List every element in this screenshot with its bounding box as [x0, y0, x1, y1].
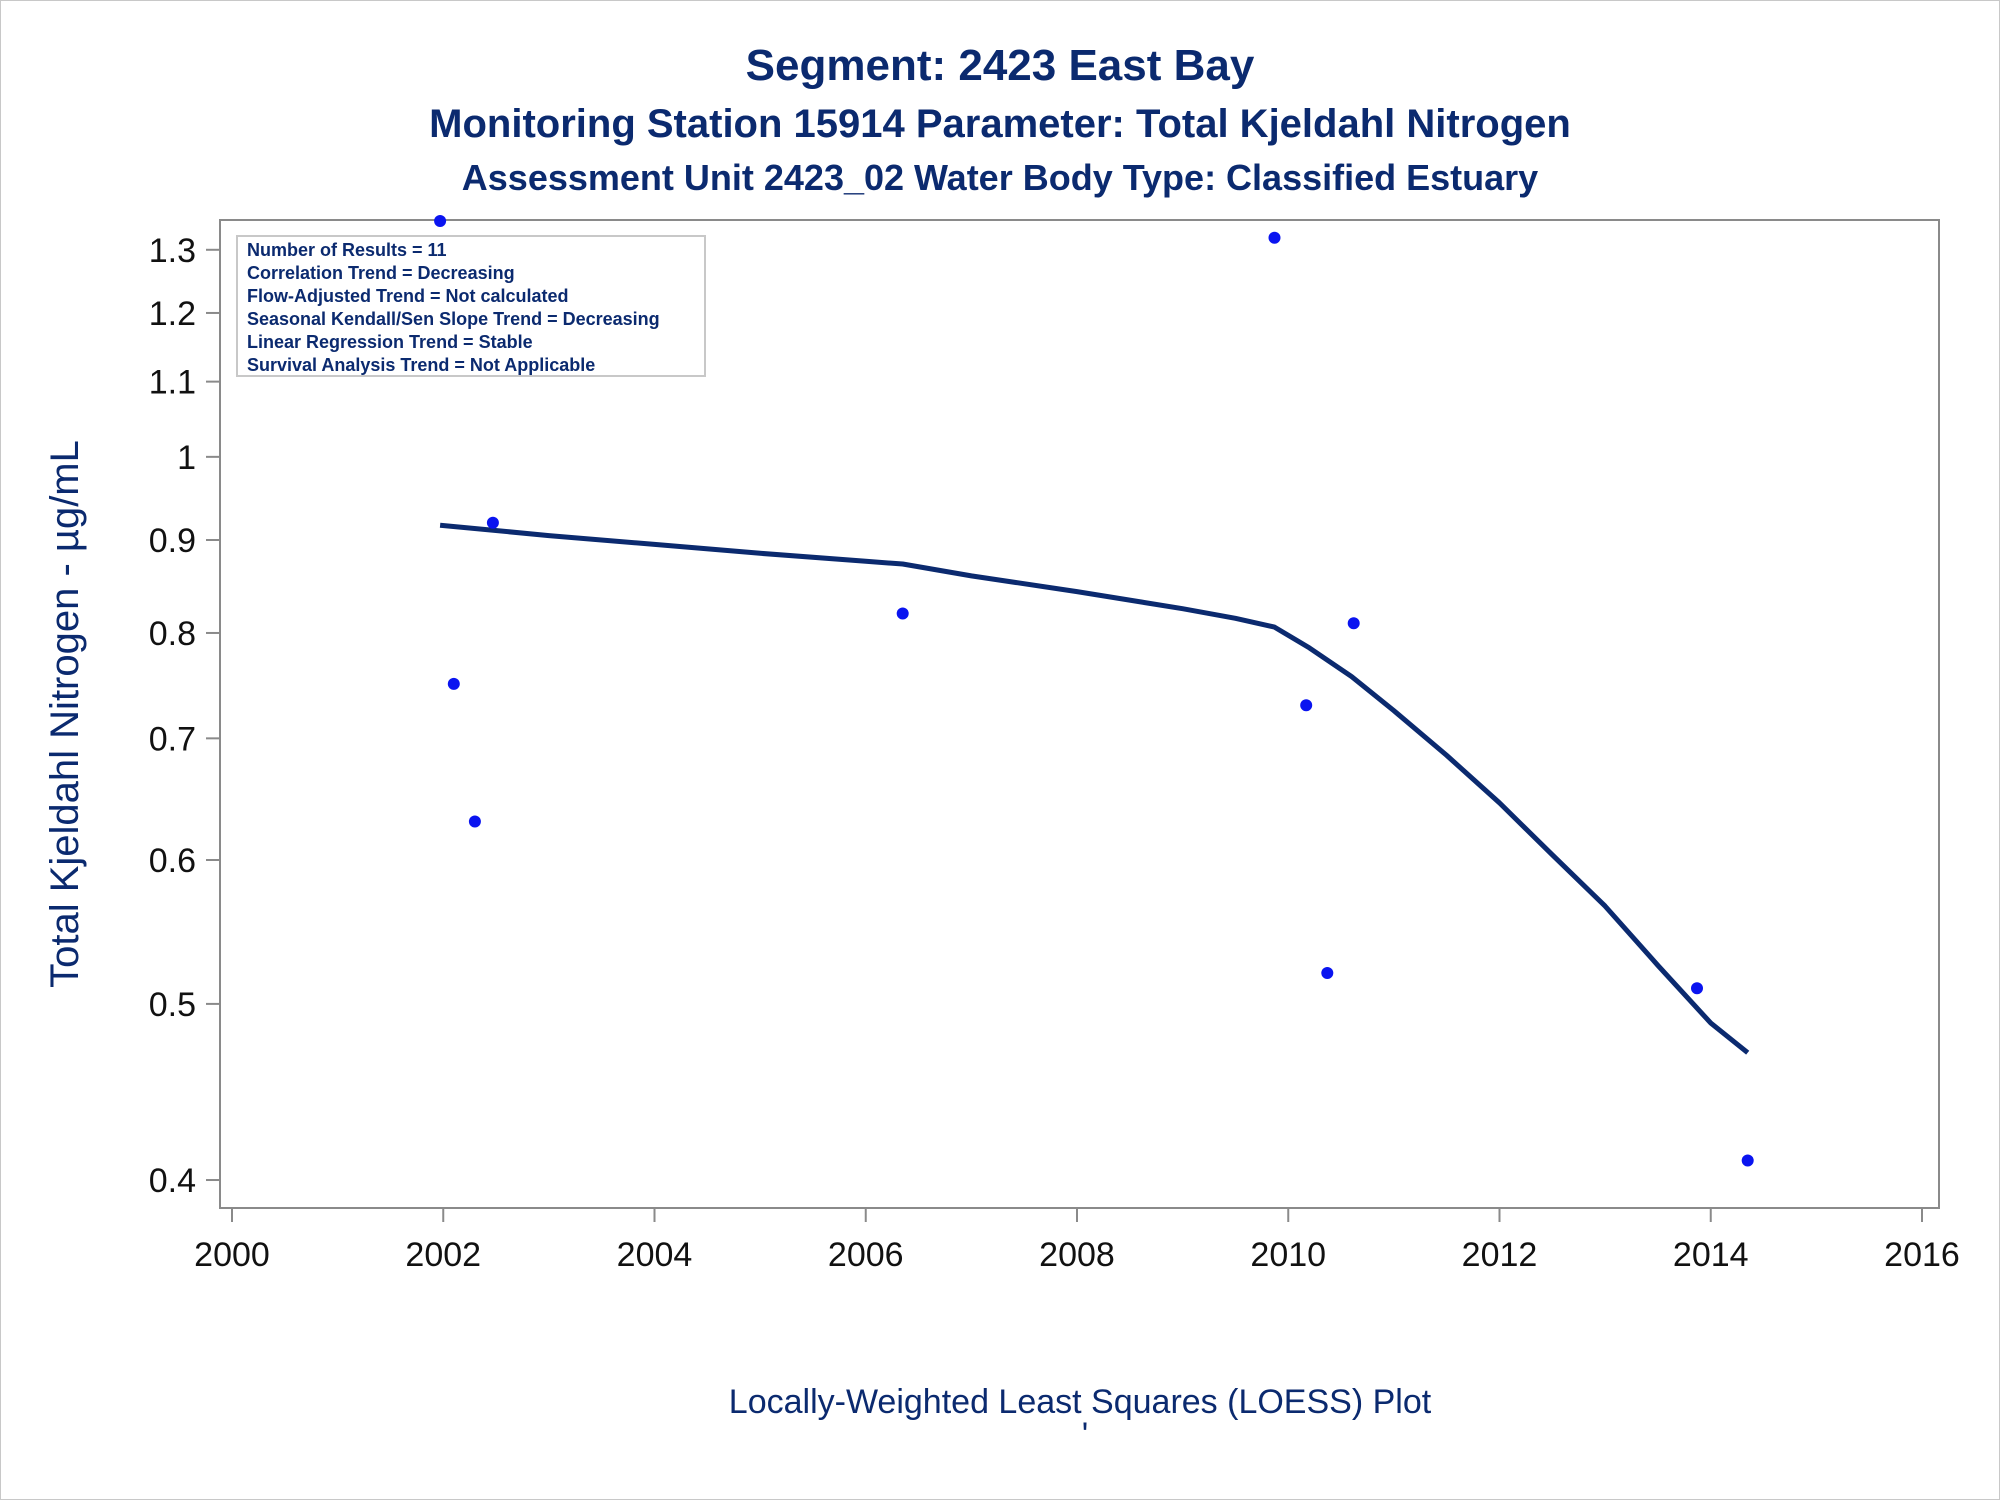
- stats-box-border: [236, 235, 706, 377]
- x-tick-label: 2012: [1462, 1236, 1538, 1274]
- x-tick-label: 2016: [1884, 1236, 1960, 1274]
- plot-area: [219, 219, 1940, 1209]
- data-points: [434, 215, 1754, 1167]
- x-tick-label: 2014: [1673, 1236, 1749, 1274]
- data-point: [468, 815, 481, 828]
- data-point: [447, 677, 460, 690]
- footer-note: Locally-Weighted Least Squares (LOESS) P…: [729, 1383, 1432, 1421]
- y-axis-label: Total Kjeldahl Nitrogen - µg/mL: [43, 440, 87, 988]
- x-tick-label: 2002: [405, 1236, 481, 1274]
- y-tick-label: 1.2: [149, 295, 196, 333]
- data-point: [1300, 699, 1313, 712]
- y-tick-label: 0.7: [149, 720, 196, 758]
- data-point: [896, 607, 909, 620]
- data-point: [1347, 617, 1360, 630]
- stats-line-correlation: Correlation Trend = Decreasing: [247, 263, 515, 283]
- data-point: [1268, 231, 1281, 244]
- data-point: [486, 516, 499, 529]
- data-point: [1691, 982, 1703, 995]
- y-tick-label: 1: [177, 439, 196, 477]
- chart-subtitle: Monitoring Station 15914 Parameter: Tota…: [429, 102, 1571, 146]
- y-tick-label: 0.6: [149, 842, 196, 880]
- y-tick-label: 1.1: [149, 364, 196, 402]
- chart-subtitle-2: Assessment Unit 2423_02 Water Body Type:…: [462, 157, 1538, 198]
- footer-mark: ': [1082, 1416, 1089, 1454]
- loess-curve: [439, 522, 1750, 1055]
- x-tick-label: 2008: [1039, 1236, 1115, 1274]
- x-tick-label: 2004: [617, 1236, 693, 1274]
- x-axis: 2000 2002 2004 2006 2008 2010 2012 2014 2016: [194, 1208, 1960, 1274]
- x-tick-label: 2006: [828, 1236, 904, 1274]
- stats-line-seasonal-kendall: Seasonal Kendall/Sen Slope Trend = Decre…: [247, 309, 660, 329]
- x-tick-label: 2000: [194, 1236, 270, 1274]
- y-tick-label: 0.5: [149, 986, 196, 1024]
- data-point: [1741, 1154, 1754, 1167]
- y-tick-label: 0.8: [149, 615, 196, 653]
- stats-box: Number of Results = 11 Correlation Trend…: [236, 235, 706, 377]
- stats-line-results: Number of Results = 11: [247, 240, 447, 260]
- stats-line-survival: Survival Analysis Trend = Not Applicable: [247, 355, 595, 375]
- stats-line-flow-adjusted: Flow-Adjusted Trend = Not calculated: [247, 286, 569, 306]
- data-point: [1321, 967, 1334, 979]
- y-tick-label: 1.3: [149, 232, 196, 270]
- loess-line: [439, 522, 1750, 1055]
- y-tick-label: 0.4: [149, 1162, 196, 1200]
- y-axis: 0.4 0.5 0.6 0.7 0.8 0.9 1 1.1 1.2 1.3: [149, 232, 220, 1200]
- stats-line-linear-regression: Linear Regression Trend = Stable: [247, 332, 533, 352]
- y-tick-label: 0.9: [149, 522, 196, 560]
- data-point: [434, 215, 447, 227]
- chart-title: Segment: 2423 East Bay: [746, 41, 1255, 90]
- x-tick-label: 2010: [1250, 1236, 1326, 1274]
